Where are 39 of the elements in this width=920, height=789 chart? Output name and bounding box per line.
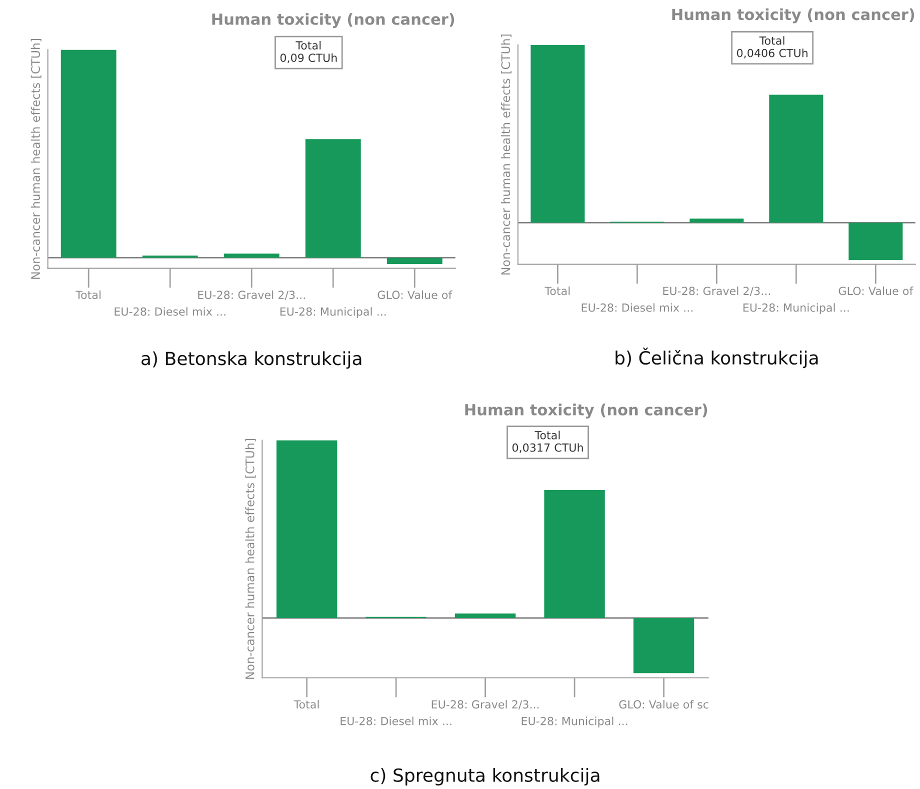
text: a) Betonska konstrukcija xyxy=(142,351,362,369)
bar xyxy=(386,258,442,264)
chart-title: Human toxicity (non cancer) xyxy=(465,404,708,419)
bar xyxy=(454,614,516,618)
text: b) Čelična konstrukcija xyxy=(616,348,818,368)
x-tick-label: Total xyxy=(294,700,319,709)
text: c) Spregnuta konstrukcija xyxy=(370,768,600,786)
bar xyxy=(633,618,694,674)
x-tick-label: EU-28: Municipal ... xyxy=(280,307,386,318)
x-tick-label: EU-28: Gravel 2/3... xyxy=(432,700,539,710)
bar xyxy=(544,490,605,618)
bar xyxy=(276,440,338,618)
chart-title: Human toxicity (non cancer) xyxy=(672,8,914,24)
bar xyxy=(305,139,361,258)
x-tick-label: GLO: Value of sc xyxy=(619,700,708,709)
y-axis-title: Non-cancer human health effects [CTUh] xyxy=(30,38,42,279)
x-tick-label: GLO: Value of xyxy=(838,286,914,296)
x-tick-label: EU-28: Gravel 2/3... xyxy=(198,290,305,300)
bar xyxy=(530,44,585,223)
x-tick-label: EU-28: Municipal ... xyxy=(743,303,849,314)
x-tick-label: EU-28: Municipal ... xyxy=(522,716,628,728)
bar xyxy=(60,50,116,258)
x-tick-label: EU-28: Gravel 2/3... xyxy=(663,286,770,296)
annotation: Total 0,0317 CTUh xyxy=(512,430,583,453)
bar xyxy=(769,94,824,223)
y-axis-title: Non-cancer human health effects [CTUh] xyxy=(245,438,256,679)
annotation: Total 0,0406 CTUh xyxy=(736,36,808,58)
bar xyxy=(848,222,903,260)
x-tick-label: EU-28: Diesel mix ... xyxy=(114,307,226,316)
x-tick-label: Total xyxy=(544,286,570,296)
bar xyxy=(690,218,744,223)
bar xyxy=(224,254,280,258)
x-tick-label: EU-28: Diesel mix ... xyxy=(340,716,452,726)
x-tick-label: GLO: Value of xyxy=(378,290,452,300)
annotation: Total 0,09 CTUh xyxy=(280,40,337,64)
chart-title: Human toxicity (non cancer) xyxy=(212,13,454,28)
x-tick-label: EU-28: Diesel mix ... xyxy=(582,303,692,312)
y-axis-title: Non-cancer human health effects [CTUh] xyxy=(500,34,512,275)
x-tick-label: Total xyxy=(76,290,101,300)
